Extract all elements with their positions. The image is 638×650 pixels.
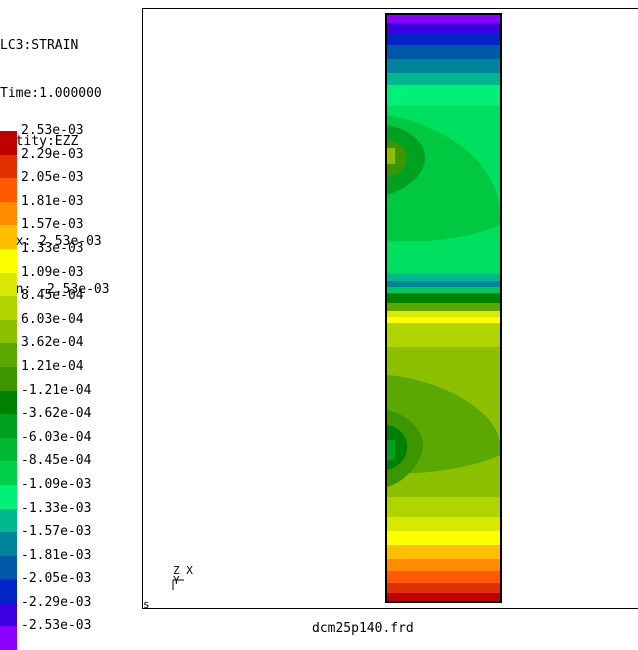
legend-label: 1.57e-03 [21,217,84,233]
legend-swatch [0,248,17,273]
legend-label: 1.81e-03 [21,193,84,209]
legend-swatch [0,508,17,533]
legend-label: -6.03e-04 [21,429,92,445]
file-name: dcm25p140.frd [312,621,414,636]
legend-label: -2.29e-03 [21,594,92,610]
legend-label: -2.05e-03 [21,571,92,587]
axis-labels: Z X Y [173,564,193,587]
legend-swatch [0,532,17,556]
legend-swatch [0,390,17,415]
legend-label: -8.45e-04 [21,453,92,469]
legend-label: -1.57e-03 [21,524,92,540]
legend-swatch [0,555,17,580]
legend-swatch [0,461,17,485]
legend-swatch [0,319,17,344]
legend-label: 3.62e-04 [21,335,84,351]
legend-swatch [0,484,17,509]
legend-swatch [0,414,17,438]
axis-triad: Z X Y [170,564,193,590]
loadcase-label: LC3:STRAIN [0,38,79,53]
legend-label: -1.21e-04 [21,382,92,398]
legend-label: -1.09e-03 [21,476,92,492]
legend-swatch [0,154,17,179]
legend-label: 1.09e-03 [21,264,84,280]
legend-swatch [0,131,17,155]
legend-label: 2.29e-03 [21,146,84,162]
legend-label: 8.45e-04 [21,288,84,304]
legend-label: -1.81e-03 [21,547,92,563]
legend-label: 1.33e-03 [21,240,84,256]
legend-swatch [0,296,17,320]
legend-swatch [0,602,17,627]
legend-swatch [0,366,17,391]
corner-label: s [143,598,150,611]
legend-label: 1.21e-04 [21,358,84,374]
legend-swatch [0,437,17,462]
legend-swatch [0,178,17,202]
strain-contour-plot [385,13,502,603]
legend-swatch [0,225,17,249]
legend-swatch [0,343,17,367]
legend-swatch [0,201,17,226]
entity-label: entity:EZZ [0,134,79,149]
time-label: Time:1.000000 [0,86,102,101]
legend-label: -3.62e-04 [21,406,92,422]
legend-label: 2.05e-03 [21,170,84,186]
legend-label: -1.33e-03 [21,500,92,516]
legend-label: 6.03e-04 [21,311,84,327]
viewport[interactable] [142,8,638,609]
legend-swatch [0,626,17,650]
legend-label: -2.53e-03 [21,618,92,634]
legend-swatch [0,579,17,603]
legend-swatch [0,272,17,297]
legend-label: 2.53e-03 [21,123,84,138]
